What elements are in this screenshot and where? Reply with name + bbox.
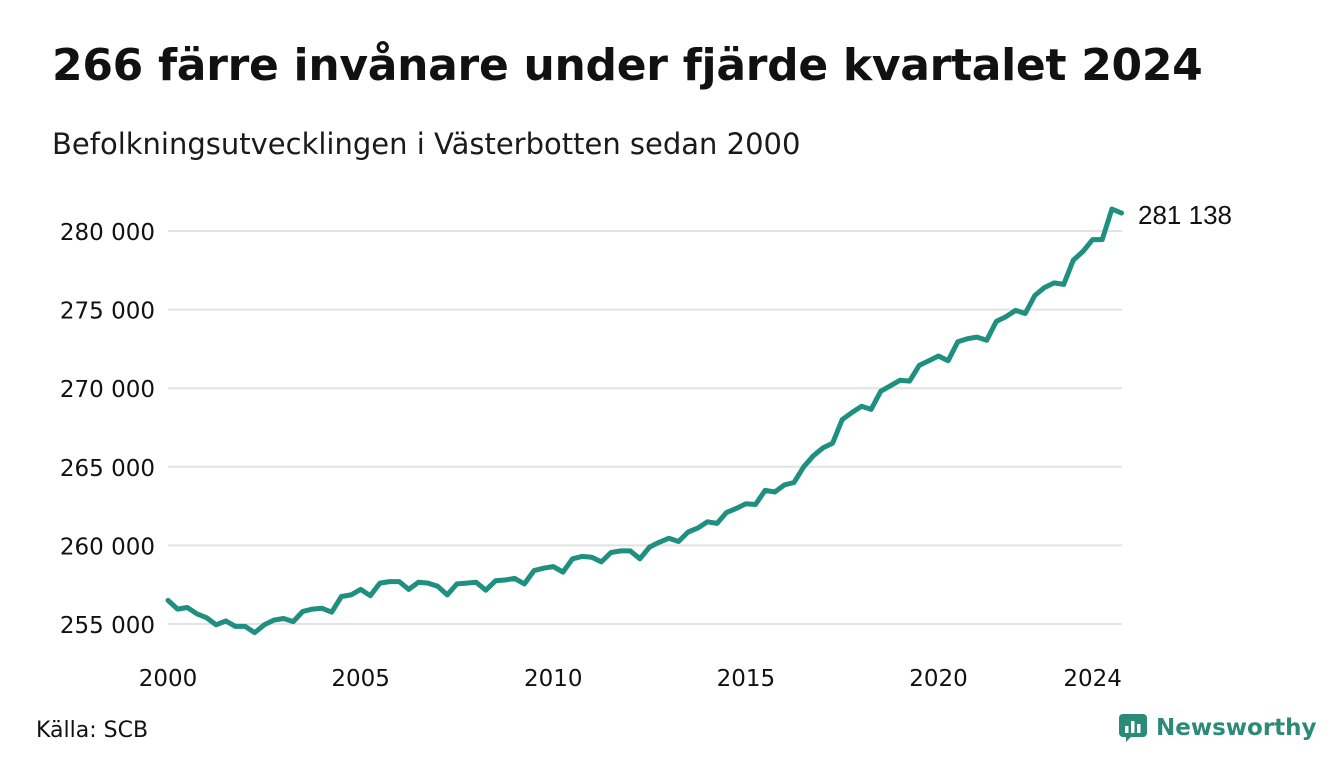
- x-tick-label: 2020: [909, 666, 968, 692]
- y-tick-label: 275 000: [60, 299, 155, 325]
- brand-name: Newsworthy: [1156, 715, 1317, 741]
- source-note: Källa: SCB: [36, 718, 149, 743]
- x-tick-label: 2024: [1063, 666, 1122, 692]
- x-axis: 2000 2005 2010 2015 2020 2024: [139, 666, 1122, 692]
- y-tick-label: 260 000: [60, 534, 155, 560]
- data-labels: 281 138: [1138, 200, 1232, 230]
- x-tick-label: 2010: [524, 666, 583, 692]
- y-tick-label: 280 000: [60, 220, 155, 246]
- grid-lines: [168, 230, 1122, 625]
- population-line: [165, 206, 1124, 636]
- x-tick-label: 2005: [331, 666, 390, 692]
- y-axis: 255 000 260 000 265 000 270 000 275 000 280 0…: [60, 220, 155, 639]
- chart-title: 266 färre invånare under fjärde kvartale…: [52, 40, 1203, 91]
- x-tick-label: 2015: [717, 666, 776, 692]
- chart-subtitle: Befolkningsutvecklingen i Västerbotten s…: [52, 127, 801, 161]
- series-group: [165, 206, 1124, 636]
- brand-logo[interactable]: Newsworthy: [1118, 713, 1317, 743]
- y-tick-label: 270 000: [60, 377, 155, 403]
- end-value-label: 281 138: [1138, 200, 1232, 230]
- x-tick-label: 2000: [139, 666, 198, 692]
- newsworthy-logo-icon: [1119, 714, 1147, 742]
- y-tick-label: 265 000: [60, 456, 155, 482]
- y-tick-label: 255 000: [60, 613, 155, 639]
